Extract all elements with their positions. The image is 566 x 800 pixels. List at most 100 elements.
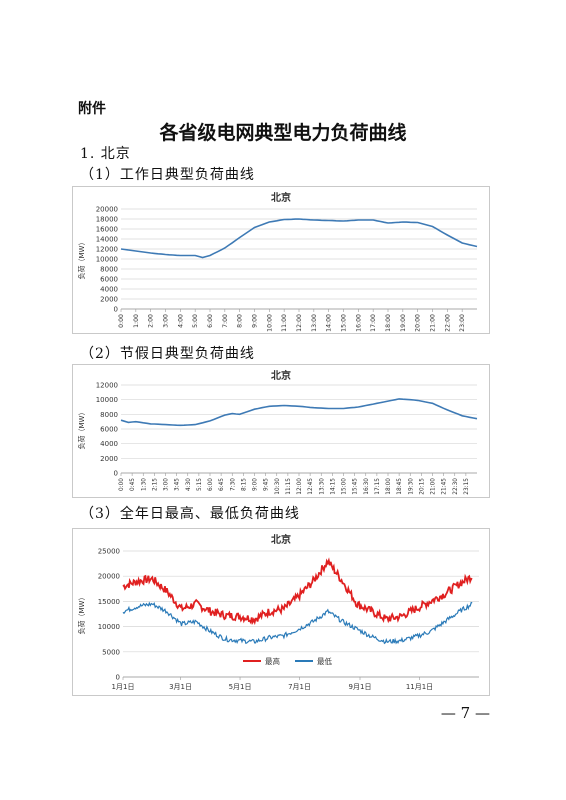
x-tick-label: 4:30 (186, 478, 192, 491)
x-tick-label: 3月1日 (169, 683, 192, 691)
legend-label: 最高 (265, 656, 280, 666)
y-tick-label: 6000 (100, 426, 118, 434)
x-tick-label: 0:00 (118, 314, 125, 328)
x-tick-label: 9月1日 (349, 683, 372, 691)
y-axis-label: 负荷（MW） (77, 239, 86, 280)
workday-load-line (120, 218, 478, 259)
x-tick-label: 10:30 (275, 478, 281, 495)
y-axis-label: 负荷（MW） (77, 409, 86, 450)
x-tick-label: 23:15 (464, 478, 470, 495)
y-tick-label: 10000 (96, 396, 118, 404)
x-tick-label: 13:00 (311, 314, 318, 332)
x-tick-label: 12:45 (308, 478, 314, 495)
x-tick-label: 22:30 (453, 478, 459, 495)
x-tick-label: 13:30 (319, 478, 325, 495)
y-tick-label: 14000 (96, 236, 118, 244)
x-tick-label: 3:00 (163, 314, 170, 328)
x-tick-label: 11月1日 (406, 683, 433, 691)
x-tick-label: 8:00 (237, 314, 244, 328)
x-tick-label: 8:15 (241, 478, 247, 491)
x-tick-label: 9:45 (264, 478, 270, 491)
y-tick-label: 4000 (100, 286, 118, 294)
x-tick-label: 11:00 (281, 314, 288, 332)
x-tick-label: 0:00 (119, 478, 125, 491)
x-tick-label: 3:00 (164, 478, 170, 491)
x-tick-label: 0:45 (130, 478, 136, 491)
x-tick-label: 15:00 (341, 314, 348, 332)
x-tick-label: 12:00 (296, 314, 303, 332)
x-tick-label: 19:30 (408, 478, 414, 495)
x-tick-label: 23:00 (459, 314, 466, 332)
x-tick-label: 11:15 (286, 478, 292, 495)
x-tick-label: 21:45 (442, 478, 448, 495)
x-tick-label: 15:45 (353, 478, 359, 495)
x-tick-label: 3:45 (175, 478, 181, 491)
x-tick-label: 4:00 (177, 314, 184, 328)
legend-label: 最低 (317, 656, 332, 666)
x-tick-label: 18:45 (397, 478, 403, 495)
x-tick-label: 14:00 (326, 314, 333, 332)
holiday-load-chart: 北京 0 2000 4000 6000 8000 10000 12000 负荷（MW） 0:00 0… (72, 364, 490, 498)
x-tick-label: 2:15 (152, 478, 158, 491)
x-tick-label: 12:00 (297, 478, 303, 495)
x-tick-label: 9:00 (252, 314, 259, 328)
y-tick-label: 0 (116, 674, 120, 682)
workday-load-chart: 北京 0 2000 4000 6000 8000 10000 12000 14000 16000 1… (72, 186, 490, 334)
y-tick-label: 18000 (96, 216, 118, 224)
chart-title: 北京 (271, 191, 291, 204)
x-tick-label: 21:00 (430, 314, 437, 332)
y-tick-label: 15000 (98, 598, 120, 606)
section-heading: 1. 北京 (80, 146, 131, 162)
x-tick-label: 5:00 (192, 314, 199, 328)
holiday-subheading: （2）节假日典型负荷曲线 (80, 346, 255, 362)
y-tick-label: 2000 (100, 296, 118, 304)
series-min-line (122, 601, 473, 645)
document-title: 各省级电网典型电力负荷曲线 (159, 122, 407, 144)
y-tick-label: 6000 (100, 276, 118, 284)
x-tick-label: 5月1日 (229, 683, 252, 691)
x-tick-label: 9:00 (253, 478, 259, 491)
annual-max-min-chart: 北京 0 5000 10000 15000 20000 25000 负荷（MW） 1月1日 3月1… (72, 528, 490, 696)
x-tick-label: 6:00 (208, 478, 214, 491)
x-tick-label: 6:00 (207, 314, 214, 328)
x-tick-label: 16:00 (355, 314, 362, 332)
y-tick-label: 20000 (96, 206, 118, 214)
y-tick-label: 12000 (96, 382, 118, 390)
y-tick-label: 2000 (100, 455, 118, 463)
y-tick-label: 4000 (100, 440, 118, 448)
annual-subheading: （3）全年日最高、最低负荷曲线 (80, 506, 300, 522)
x-tick-label: 19:00 (400, 314, 407, 332)
x-tick-label: 17:00 (370, 314, 377, 332)
x-tick-label: 17:15 (375, 478, 381, 495)
x-tick-label: 16:30 (364, 478, 370, 495)
holiday-load-line (120, 398, 478, 427)
x-tick-label: 20:00 (415, 314, 422, 332)
y-tick-label: 8000 (100, 266, 118, 274)
y-tick-label: 16000 (96, 226, 118, 234)
y-tick-label: 20000 (98, 573, 120, 581)
series-max-line (122, 557, 473, 626)
y-tick-label: 12000 (96, 246, 118, 254)
x-tick-label: 7月1日 (288, 683, 311, 691)
y-tick-label: 8000 (100, 411, 118, 419)
y-tick-label: 0 (114, 470, 118, 478)
y-tick-label: 10000 (96, 256, 118, 264)
x-tick-label: 20:15 (419, 478, 425, 495)
chart-title: 北京 (271, 533, 291, 546)
x-tick-label: 6:45 (219, 478, 225, 491)
x-tick-label: 18:00 (385, 314, 392, 332)
x-tick-label: 22:00 (444, 314, 451, 332)
y-tick-label: 0 (114, 306, 118, 314)
x-tick-label: 10:00 (266, 314, 273, 332)
x-tick-label: 18:00 (386, 478, 392, 495)
x-tick-label: 7:00 (222, 314, 229, 328)
x-tick-label: 7:30 (230, 478, 236, 491)
x-tick-label: 1月1日 (112, 683, 135, 691)
x-tick-label: 1:30 (141, 478, 147, 491)
x-tick-label: 2:00 (148, 314, 155, 328)
x-tick-label: 21:00 (431, 478, 437, 495)
x-tick-label: 5:15 (197, 478, 203, 491)
workday-subheading: （1）工作日典型负荷曲线 (80, 167, 255, 183)
y-tick-label: 5000 (102, 648, 120, 656)
page-number: — 7 — (440, 704, 490, 722)
